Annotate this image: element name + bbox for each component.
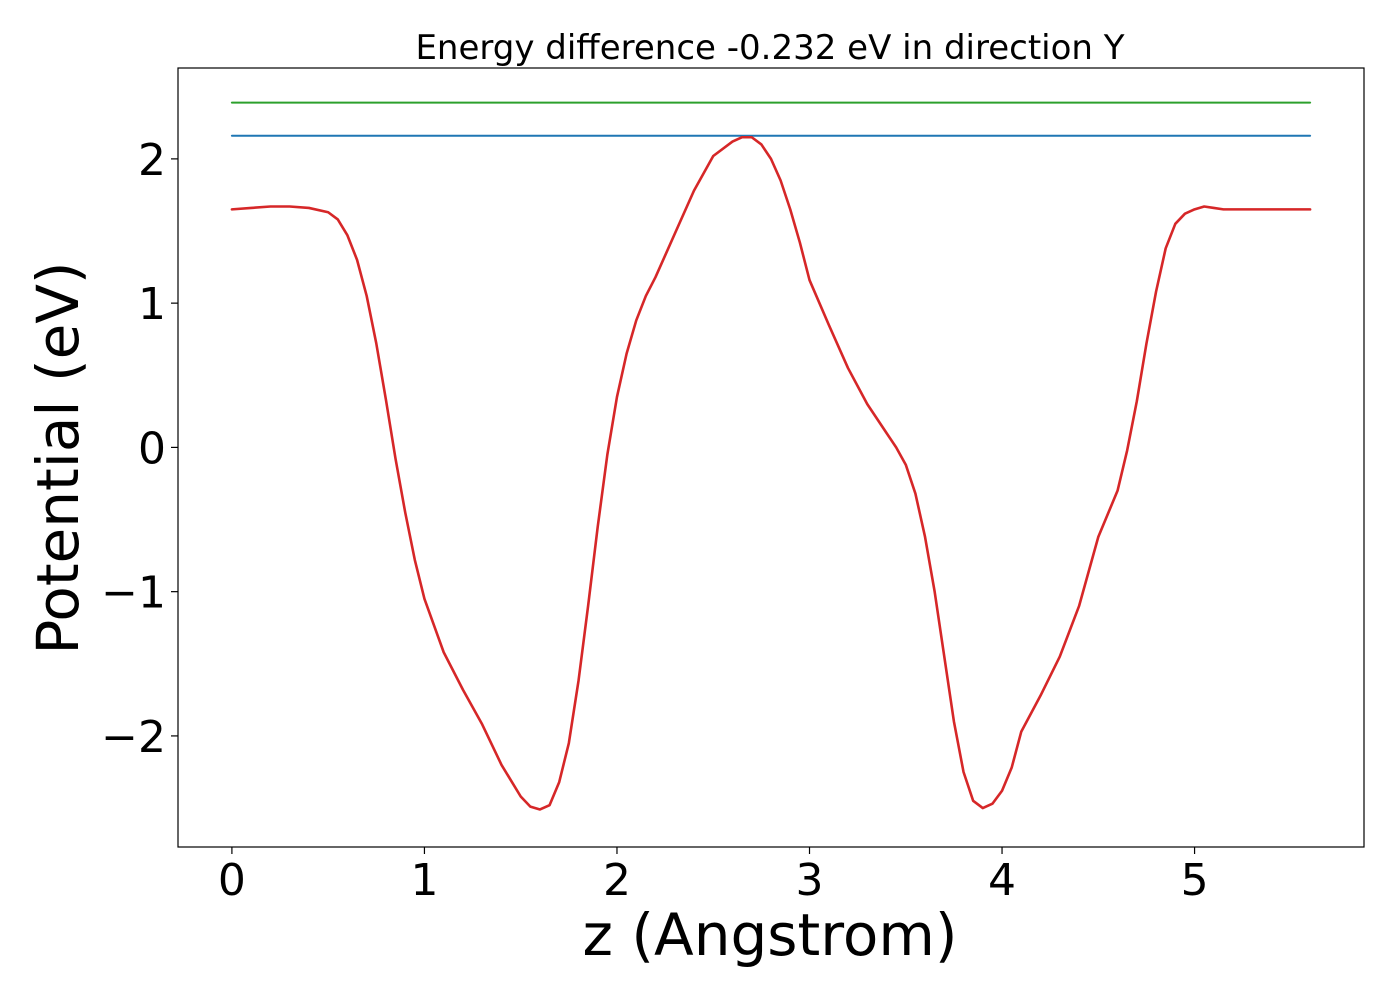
- y-tick-label: −2: [101, 712, 166, 763]
- x-tick-label: 2: [603, 855, 631, 906]
- chart-title: Energy difference -0.232 eV in direction…: [415, 28, 1124, 68]
- y-tick-label: 0: [138, 423, 166, 474]
- y-axis-label: Potential (eV): [24, 261, 92, 654]
- series-line-2: [230, 135, 1312, 811]
- y-tick-label: −1: [101, 568, 166, 619]
- series-layer: [230, 101, 1312, 811]
- x-tick-label: 1: [410, 855, 438, 906]
- x-tick-label: 4: [988, 855, 1016, 906]
- plot-frame: [177, 67, 1365, 848]
- x-tick-label: 3: [796, 855, 824, 906]
- y-tick-label: 1: [138, 279, 166, 330]
- x-tick-label: 5: [1181, 855, 1209, 906]
- y-tick-label: 2: [138, 135, 166, 186]
- x-tick-label: 0: [218, 855, 246, 906]
- tick-layer: 0 1 2 3 4 5 −2 −1 0 1 2: [101, 135, 1208, 906]
- x-axis-label: z (Angstrom): [583, 901, 958, 969]
